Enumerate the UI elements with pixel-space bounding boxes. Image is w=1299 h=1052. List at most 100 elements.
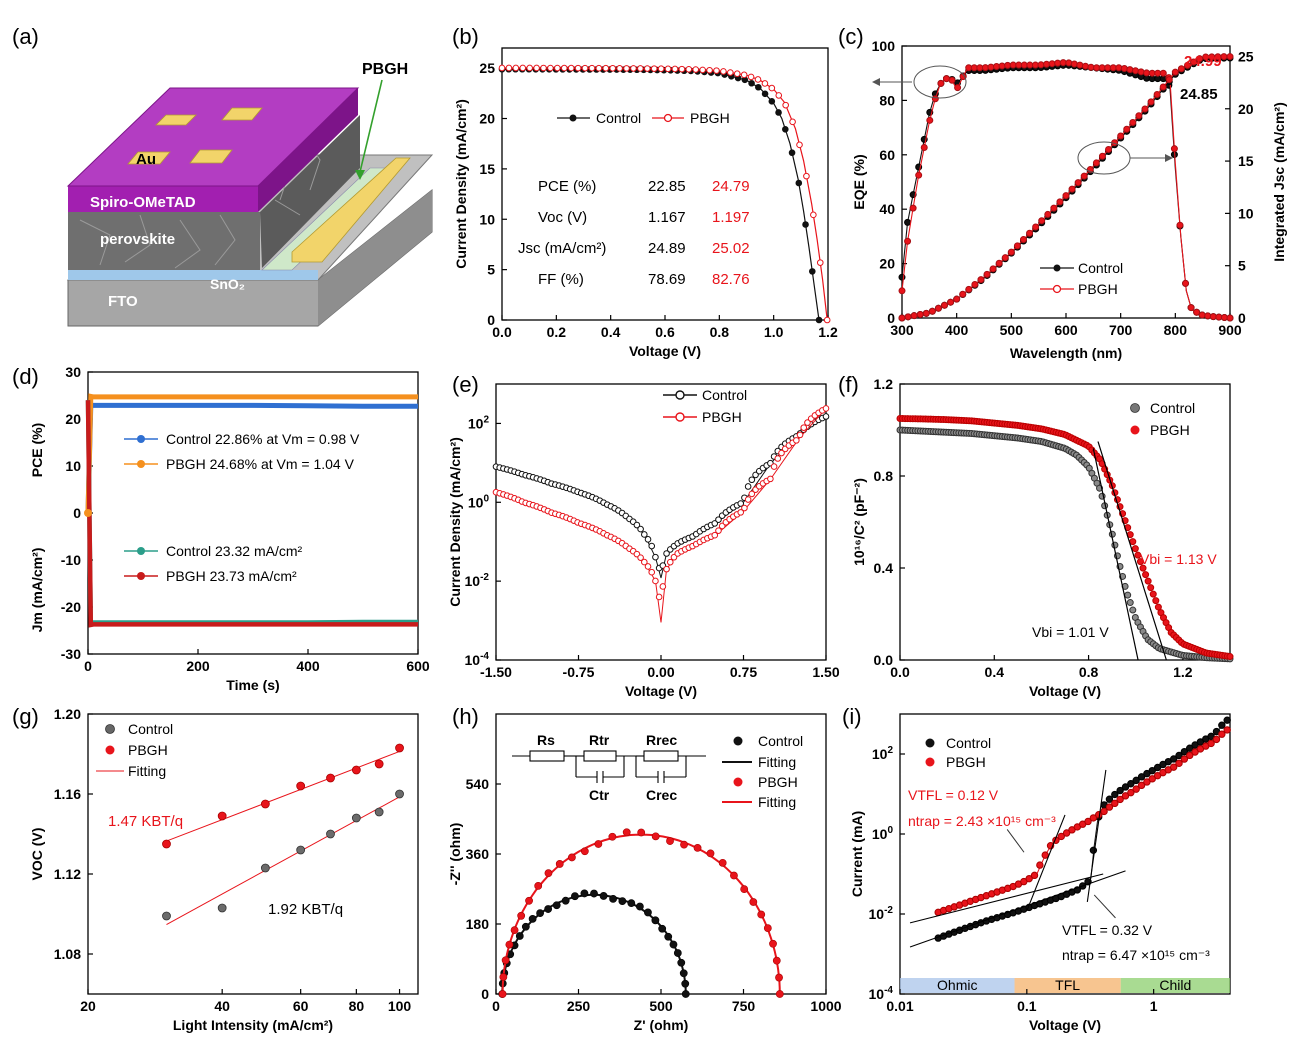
eqe-marker — [910, 312, 918, 320]
jv-marker-control — [782, 126, 789, 133]
ms-marker — [1134, 551, 1142, 559]
table-row-label: PCE (%) — [538, 178, 596, 195]
jv-marker-pbgh — [588, 64, 596, 72]
x-tick-label: 500 — [649, 998, 673, 1014]
eqe-marker — [1123, 125, 1131, 133]
eqe-marker — [1032, 223, 1040, 231]
eqe-marker — [959, 290, 967, 298]
dark-jv-marker — [767, 475, 774, 483]
ms-marker — [1149, 590, 1157, 598]
y-tick-label: -30 — [61, 646, 81, 662]
jv-marker-control — [768, 98, 776, 105]
jv-marker-control — [815, 316, 823, 324]
dark-jv-marker — [822, 413, 830, 420]
nyquist-marker — [498, 990, 507, 998]
sclc-marker — [1218, 730, 1226, 738]
eqe-marker — [937, 79, 945, 87]
jv-marker-pbgh — [796, 141, 803, 149]
y-axis-label-d-pce: PCE (%) — [29, 423, 45, 477]
jv-marker-control — [748, 79, 755, 87]
nyquist-marker — [594, 840, 603, 848]
x-tick-label: 400 — [296, 658, 320, 674]
table-control-value: 1.167 — [648, 209, 686, 226]
x-tick-label: 500 — [1000, 322, 1024, 338]
legend-b-pbgh-marker — [663, 113, 673, 123]
jv-marker-pbgh — [554, 64, 561, 72]
dark-jv-marker — [741, 504, 748, 512]
x-tick-label: 400 — [945, 322, 969, 338]
sclc-marker — [1121, 792, 1130, 800]
nyquist-fit — [501, 893, 687, 995]
legend-g: Control PBGH Fitting 1.47 KBT/q 1.92 KBT… — [96, 721, 343, 918]
eqe-marker — [1190, 58, 1198, 66]
dark-jv-curve — [495, 408, 827, 623]
legend-g-control: Control — [128, 721, 173, 737]
voc-marker — [351, 813, 361, 823]
chart-g-voc-light: 20 40 60 80 100 1.08 1.12 1.16 1.20 Light Intensi… — [29, 706, 419, 1033]
sclc-fit-pbgh-tfl — [1026, 814, 1066, 912]
x-tick-label: 0.01 — [886, 998, 913, 1014]
annotation-i-control-ntrap: ntrap = 6.47 ×10¹⁵ cm⁻³ — [1062, 947, 1210, 963]
eqe-marker — [1183, 61, 1191, 69]
y-tick-label: 100 — [872, 38, 896, 54]
ms-marker — [1136, 558, 1144, 566]
nyquist-marker — [534, 882, 543, 890]
x-axis-label-g: Light Intensity (mA/cm²) — [173, 1017, 333, 1033]
y-tick-label: 0.0 — [874, 652, 894, 668]
jv-marker-control — [795, 179, 803, 187]
x-tick-label: 0.0 — [492, 324, 512, 340]
pbgh-arrowhead — [355, 170, 365, 180]
eqe-marker — [1038, 217, 1046, 225]
eqe-marker — [904, 218, 912, 226]
eqe-marker — [922, 309, 930, 317]
chart-i-sclc: Ohmic TFL Child 0.01 0.1 1 10-4 10-2 100 102 Volta… — [849, 713, 1231, 1033]
jv-marker-pbgh — [706, 66, 713, 74]
eqe-marker — [1129, 118, 1137, 126]
dark-jv-marker — [796, 431, 804, 439]
y-tick-label: 0 — [487, 312, 495, 328]
au-strip — [291, 157, 411, 263]
nyquist-marker — [552, 901, 561, 910]
eqe-callout-ellipse — [913, 65, 967, 99]
x-tick-label: 0 — [492, 998, 500, 1014]
jv-marker-pbgh — [657, 65, 665, 73]
eqe-marker — [1062, 192, 1070, 200]
legend-e-pbgh: PBGH — [702, 409, 742, 425]
legend-c-pbgh-marker — [1052, 284, 1062, 294]
nyquist-marker — [618, 897, 627, 906]
jv-marker-pbgh — [512, 64, 520, 72]
nyquist-marker — [528, 914, 537, 923]
x-axis-label-d: Time (s) — [226, 677, 279, 693]
nyquist-marker — [637, 828, 646, 837]
eqe-marker — [1226, 53, 1234, 61]
legend-d-marker — [137, 435, 145, 443]
ms-marker — [1126, 599, 1134, 607]
jv-marker-pbgh — [775, 92, 783, 99]
x-axis-label-b: Voltage (V) — [629, 343, 701, 359]
legend-d-marker — [137, 547, 145, 555]
nyquist-marker — [599, 892, 608, 900]
x-tick-label: 0.4 — [985, 664, 1005, 680]
nyquist-marker — [658, 924, 667, 933]
y-tick-label: 20 — [1238, 101, 1254, 117]
eqe-marker — [898, 287, 906, 295]
ms-marker — [1139, 564, 1147, 572]
eqe-marker — [983, 270, 991, 278]
eqe-marker — [947, 298, 955, 306]
eqe-marker — [1177, 65, 1185, 73]
eqe-marker — [1147, 98, 1155, 106]
voc-marker — [217, 811, 227, 821]
dark-jv-marker — [655, 593, 663, 601]
voc-marker — [395, 743, 404, 753]
legend-b-control-marker — [569, 114, 577, 122]
au-pad-4 — [189, 149, 233, 164]
x-tick-label: 0.4 — [601, 324, 621, 340]
x-tick-label: 20 — [80, 998, 96, 1014]
jv-marker-pbgh — [505, 64, 513, 72]
ms-marker — [1152, 597, 1160, 605]
chart-f-mott-schottky: 0.0 0.4 0.8 1.2 0.0 0.4 0.8 1.2 Voltage (V) 10¹⁶/… — [851, 376, 1234, 699]
y-tick-label: 10 — [479, 211, 495, 227]
jv-marker-pbgh — [498, 64, 506, 72]
x-axis-label-e: Voltage (V) — [625, 683, 697, 699]
jv-marker-pbgh — [816, 259, 824, 266]
